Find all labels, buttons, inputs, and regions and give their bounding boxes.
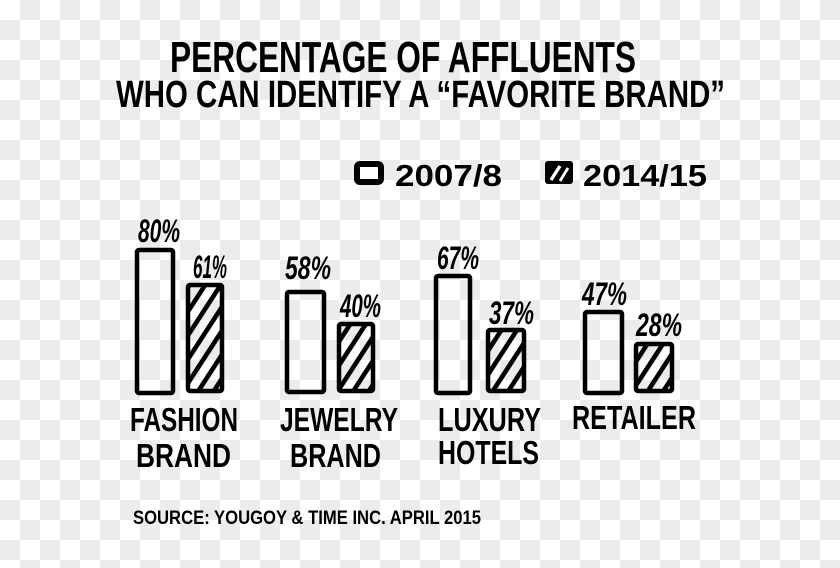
svg-text:HOTELS: HOTELS [438,434,539,471]
svg-text:37%: 37% [489,295,534,331]
svg-text:BRAND: BRAND [136,437,231,474]
svg-text:BRAND: BRAND [290,437,381,474]
svg-text:RETAILER: RETAILER [572,399,696,436]
svg-text:47%: 47% [581,276,627,312]
svg-text:80%: 80% [138,213,180,249]
svg-text:67%: 67% [437,240,479,276]
svg-text:2014/15: 2014/15 [583,158,707,193]
svg-text:2007/8: 2007/8 [395,158,502,193]
svg-text:61%: 61% [193,249,227,285]
svg-text:LUXURY: LUXURY [438,401,541,438]
svg-text:28%: 28% [635,307,682,343]
svg-text:40%: 40% [339,288,381,324]
svg-text:PERCENTAGE OF AFFLUENTS: PERCENTAGE OF AFFLUENTS [170,33,636,82]
svg-text:SOURCE: YOUGOY & TIME INC. APR: SOURCE: YOUGOY & TIME INC. APRIL 2015 [133,508,481,529]
svg-text:JEWELRY: JEWELRY [280,401,398,438]
svg-text:FASHION: FASHION [130,401,238,438]
svg-text:58%: 58% [285,250,331,286]
svg-text:WHO CAN IDENTIFY A “FAVORITE B: WHO CAN IDENTIFY A “FAVORITE BRAND” [116,74,725,116]
